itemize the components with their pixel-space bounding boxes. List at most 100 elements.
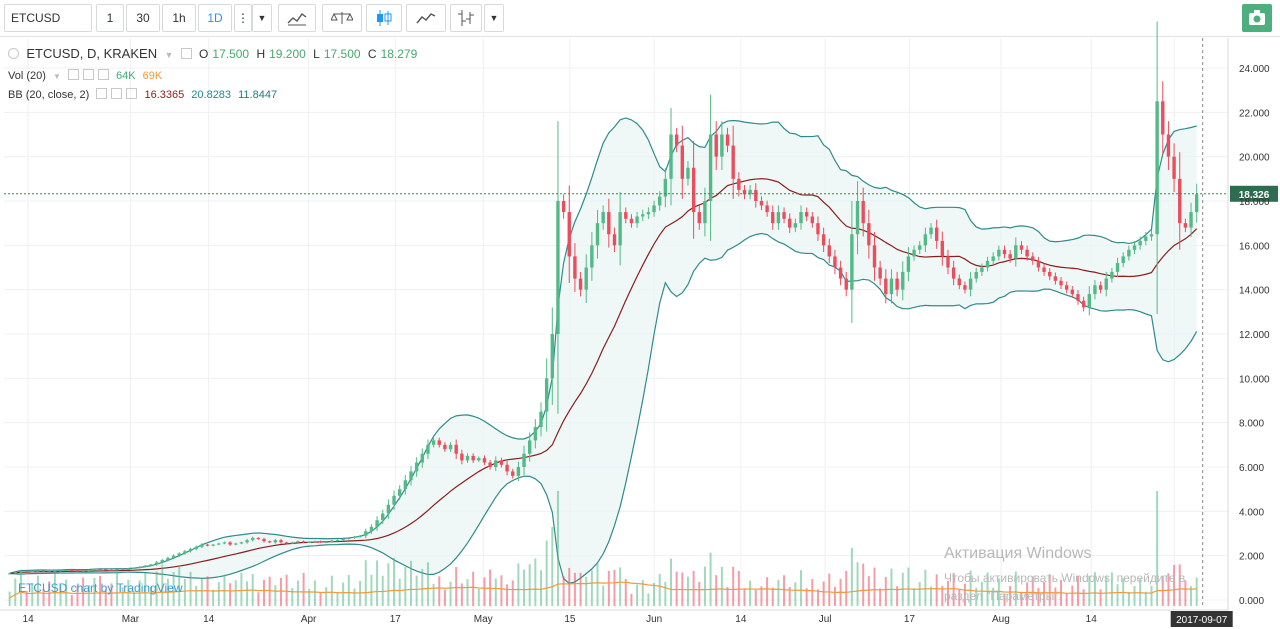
volume-hide-icon[interactable] bbox=[82, 69, 94, 80]
watermark[interactable]: ETCUSD chart by TradingView bbox=[18, 581, 183, 595]
candle-body bbox=[1115, 263, 1120, 272]
candle-body bbox=[36, 570, 40, 572]
candle-body bbox=[511, 471, 515, 476]
bb-close-icon[interactable] bbox=[126, 88, 138, 99]
candle bbox=[1189, 202, 1193, 237]
volume-bar bbox=[545, 540, 548, 606]
candle-body bbox=[641, 214, 645, 217]
compare-icon[interactable] bbox=[322, 4, 362, 32]
candle bbox=[414, 457, 419, 477]
bars-style-icon[interactable] bbox=[450, 4, 482, 32]
volume-chevron-icon[interactable]: ▼ bbox=[52, 72, 61, 81]
candle bbox=[234, 542, 238, 546]
candle bbox=[109, 569, 114, 571]
candle-body bbox=[420, 453, 424, 463]
candle-body bbox=[884, 278, 888, 295]
candle-body bbox=[330, 540, 334, 542]
candle-body bbox=[607, 212, 611, 235]
candle-body bbox=[358, 535, 362, 537]
volume-bar bbox=[946, 580, 949, 606]
candle bbox=[126, 568, 131, 570]
candle bbox=[137, 566, 142, 569]
volume-bar bbox=[1048, 574, 1051, 606]
windows-activation-line1: Чтобы активировать Windows, перейдите в bbox=[944, 571, 1186, 585]
area-chart-icon[interactable] bbox=[406, 4, 446, 32]
candle bbox=[1042, 263, 1046, 276]
volume-bar bbox=[534, 558, 537, 606]
interval-1d[interactable]: 1D bbox=[198, 4, 232, 32]
camera-icon[interactable] bbox=[1242, 4, 1272, 32]
volume-bar bbox=[53, 573, 56, 606]
interval-1h[interactable]: 1h bbox=[162, 4, 196, 32]
volume-label: Vol (20) bbox=[8, 70, 46, 82]
volume-bar bbox=[189, 571, 192, 606]
volume-bar bbox=[1082, 589, 1085, 606]
candle bbox=[641, 209, 645, 222]
y-tick-label: 6.000 bbox=[1239, 463, 1264, 474]
volume-bar bbox=[573, 572, 576, 606]
symbol-settings-icon[interactable] bbox=[8, 48, 19, 59]
chevron-down-icon[interactable]: ▼ bbox=[252, 4, 272, 32]
candle-body bbox=[1002, 249, 1007, 255]
volume-bar bbox=[319, 592, 322, 606]
candle bbox=[13, 571, 18, 575]
volume-settings-icon[interactable] bbox=[67, 69, 79, 80]
candle bbox=[505, 460, 509, 476]
candle-body bbox=[838, 267, 843, 279]
legend-chevron-icon[interactable]: ▼ bbox=[164, 50, 174, 60]
candle bbox=[573, 243, 577, 292]
candle-body bbox=[1014, 245, 1018, 259]
candle-body bbox=[1166, 134, 1171, 157]
candle bbox=[601, 205, 605, 230]
legend-hide-icon[interactable] bbox=[180, 48, 192, 59]
volume-bar bbox=[1110, 572, 1113, 606]
volume-bar bbox=[517, 563, 520, 606]
volume-bar bbox=[607, 570, 610, 606]
bb-settings-icon[interactable] bbox=[96, 88, 108, 99]
candle-body bbox=[754, 189, 758, 201]
symbol-input[interactable]: ETCUSD bbox=[4, 4, 92, 32]
chart-style-chevron-icon[interactable]: ▼ bbox=[484, 4, 504, 32]
candle bbox=[556, 121, 560, 414]
candles-style-icon[interactable] bbox=[366, 4, 402, 32]
candle bbox=[703, 187, 707, 237]
candle-body bbox=[1161, 101, 1165, 135]
interval-30[interactable]: 30 bbox=[126, 4, 160, 32]
volume-bar bbox=[585, 576, 588, 606]
bb-upper-value: 20.8283 bbox=[191, 89, 232, 101]
volume-bar bbox=[539, 570, 542, 606]
candle bbox=[618, 192, 622, 266]
volume-bar bbox=[234, 580, 237, 606]
candle bbox=[957, 274, 961, 290]
volume-bar bbox=[347, 574, 350, 606]
volume-bar bbox=[149, 586, 152, 606]
volume-bar bbox=[528, 564, 531, 606]
candle-body bbox=[30, 571, 34, 573]
candle bbox=[1127, 245, 1131, 261]
candle-body bbox=[386, 504, 391, 514]
candle bbox=[296, 540, 300, 544]
volume-bar bbox=[449, 581, 452, 606]
volume-bar bbox=[1014, 571, 1017, 606]
interval-1[interactable]: 1 bbox=[96, 4, 124, 32]
candle bbox=[19, 570, 23, 573]
candle bbox=[200, 543, 204, 549]
volume-ma-value: 69K bbox=[142, 70, 163, 82]
volume-bar bbox=[1031, 576, 1034, 606]
indicators-icon[interactable] bbox=[278, 4, 316, 32]
volume-close-icon[interactable] bbox=[97, 69, 109, 80]
candle bbox=[397, 485, 402, 500]
candle-body bbox=[426, 444, 430, 454]
volume-bar bbox=[229, 583, 232, 606]
volume-bar bbox=[1127, 591, 1130, 606]
volume-bar bbox=[630, 593, 633, 606]
volume-bar bbox=[658, 573, 661, 606]
more-intervals-icon[interactable]: ⋮ bbox=[234, 4, 252, 32]
bb-legend: BB (20, close, 2) 16.3365 20.8283 11.844… bbox=[8, 88, 281, 101]
candle-body bbox=[1127, 249, 1131, 257]
bb-hide-icon[interactable] bbox=[111, 88, 123, 99]
candle bbox=[341, 538, 345, 541]
volume-bar bbox=[330, 575, 333, 606]
volume-bar bbox=[25, 590, 28, 606]
